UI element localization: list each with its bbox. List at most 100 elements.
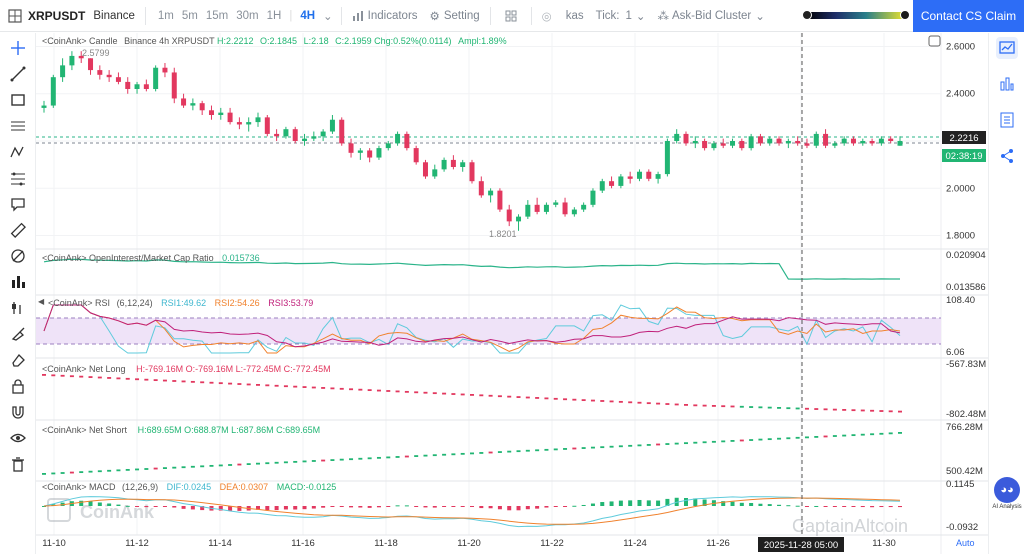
price-axis: 2.60002.40002.20002.00001.80000.0209040.… — [946, 41, 986, 533]
netshort-bar — [851, 434, 856, 437]
candle-body — [553, 202, 559, 205]
heatmap-button[interactable]: ◎ kas — [536, 0, 590, 32]
tf-5m[interactable]: 5m — [181, 9, 198, 22]
netshort-bar — [144, 468, 149, 470]
grid — [36, 33, 941, 535]
bar-chart-icon[interactable] — [7, 271, 29, 293]
candle-body — [376, 148, 382, 158]
eraser-icon[interactable] — [7, 349, 29, 371]
netlong-bar — [200, 381, 205, 384]
macd-histogram-bar — [888, 506, 893, 508]
netshort-series — [42, 432, 902, 475]
chart-area[interactable]: CoinAnk CaptainAltcoin 2.60002.40002.200… — [36, 33, 988, 554]
netshort-axis-top: 766.28M — [946, 422, 983, 433]
trend-line-icon[interactable] — [7, 63, 29, 85]
indicators-button[interactable]: Indicators — [346, 0, 424, 32]
cluster-button[interactable]: ⁂ Ask-Bid Cluster ⌄ — [652, 0, 771, 32]
netshort-bar — [125, 468, 130, 471]
trash-icon[interactable] — [7, 453, 29, 475]
price-axis-bg — [941, 33, 988, 554]
candle-body — [236, 122, 242, 125]
pattern-icon[interactable] — [7, 141, 29, 163]
candle-body — [199, 103, 205, 111]
candle-body — [478, 181, 484, 196]
candle-body — [329, 119, 335, 132]
slider-handle-left[interactable] — [802, 10, 812, 20]
netshort-bar — [590, 446, 595, 449]
lock-icon[interactable] — [7, 375, 29, 397]
layout-button[interactable] — [495, 0, 527, 32]
chevron-down-icon[interactable]: ⌄ — [323, 10, 333, 23]
netshort-bar — [97, 470, 102, 473]
contact-cs-button[interactable]: Contact CS Claim — [913, 0, 1024, 32]
chevron-down-icon: ⌄ — [635, 10, 646, 23]
tf-15m[interactable]: 15m — [205, 9, 229, 22]
candle-body — [878, 138, 884, 144]
macd-histogram-bar — [618, 500, 623, 506]
crosshair-icon[interactable] — [7, 37, 29, 59]
macd-histogram-bar — [563, 506, 568, 507]
auto-scale-toggle[interactable]: Auto — [956, 538, 975, 548]
netlong-bar — [116, 377, 121, 380]
visibility-icon[interactable] — [7, 427, 29, 449]
pin-icon[interactable] — [7, 297, 29, 319]
heatmap-scale-slider[interactable] — [802, 10, 910, 20]
netlong-bar — [79, 375, 84, 378]
magnet-icon[interactable] — [7, 401, 29, 423]
macd-histogram-bar — [507, 506, 512, 511]
macd-histogram-bar — [609, 501, 614, 506]
netshort-bar — [246, 463, 251, 465]
tf-1m[interactable]: 1m — [157, 9, 174, 22]
price-axis-label: 2.0000 — [946, 183, 975, 194]
macd-histogram-bar — [842, 506, 847, 507]
macd-histogram-bar — [218, 506, 223, 511]
horizontal-lines-icon[interactable] — [7, 115, 29, 137]
brush-icon[interactable] — [7, 323, 29, 345]
time-axis-label: 11-16 — [291, 538, 315, 549]
candle-body — [469, 162, 475, 182]
netlong-bar — [721, 405, 726, 408]
collapse-left-icon[interactable]: ◀ — [38, 297, 45, 306]
candle-body — [134, 84, 140, 89]
countdown-tag-bg — [942, 149, 986, 162]
macd-histogram-bar — [637, 499, 642, 506]
netshort-bar — [116, 469, 121, 472]
bars-icon[interactable] — [996, 73, 1018, 95]
netlong-bar — [153, 379, 158, 382]
candle-body — [143, 84, 149, 89]
note-icon[interactable] — [7, 193, 29, 215]
time-axis-label: 11-14 — [208, 538, 232, 549]
fib-icon[interactable] — [7, 167, 29, 189]
macd-histogram-bar — [265, 506, 270, 511]
netlong-bar — [628, 401, 633, 404]
netlong-bar — [497, 395, 502, 398]
timeframes: 1m 5m 15m 30m 1H | 4H ⌄ — [150, 0, 337, 32]
rsi1-line — [43, 304, 901, 354]
tick-selector[interactable]: Tick: 1 ⌄ — [590, 0, 652, 32]
netlong-bar — [107, 377, 112, 379]
magnet-off-icon[interactable] — [7, 245, 29, 267]
tf-30m[interactable]: 30m — [236, 9, 259, 22]
list-icon[interactable] — [996, 109, 1018, 131]
pane-settings-icon[interactable] — [928, 35, 941, 47]
netshort-bar — [349, 458, 354, 461]
netshort-bar — [172, 466, 177, 469]
rectangle-icon[interactable] — [7, 89, 29, 111]
macd-histogram-bar — [879, 506, 884, 508]
ai-analysis-button[interactable]: ◕◕ AI Analysis — [991, 477, 1023, 510]
candle-body — [78, 55, 84, 59]
ruler-icon[interactable] — [7, 219, 29, 241]
tf-4h[interactable]: 4H — [300, 9, 316, 22]
candle-body — [897, 141, 903, 146]
share-icon[interactable] — [996, 145, 1018, 167]
macd-value: MACD:-0.0125 — [276, 482, 337, 492]
netlong-bar — [265, 384, 270, 387]
setting-button[interactable]: ⚙ Setting — [424, 0, 486, 32]
tf-1h[interactable]: 1H — [266, 9, 282, 22]
slider-handle-right[interactable] — [900, 10, 910, 20]
macd-histogram-bar — [702, 499, 707, 506]
netlong-bar — [339, 387, 344, 390]
chart-view-icon[interactable] — [996, 37, 1018, 59]
netlong-bar — [218, 382, 223, 385]
symbol-selector[interactable]: XRPUSDT Binance — [0, 0, 141, 32]
